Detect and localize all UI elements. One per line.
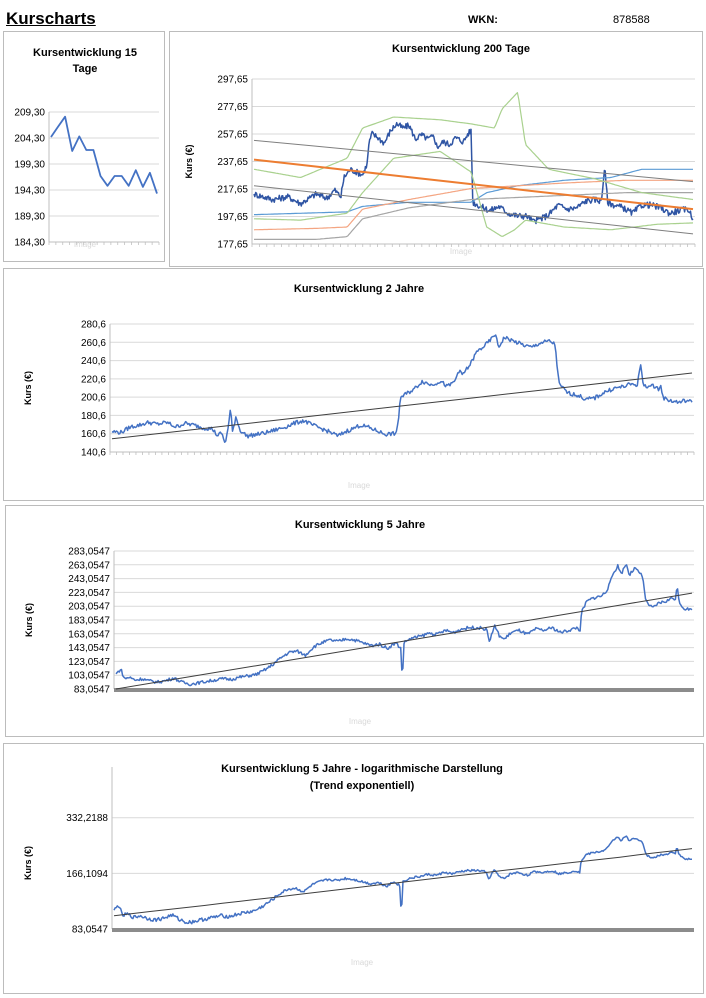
y-tick-label: 203,0547 xyxy=(68,602,110,613)
y-tick-label: 183,0547 xyxy=(68,616,110,627)
y-tick-label: 180,6 xyxy=(81,411,106,422)
y-tick-label: 184,30 xyxy=(14,238,45,249)
watermark: Image xyxy=(349,717,372,726)
y-tick-label: 140,6 xyxy=(81,448,106,459)
chart-15-tage: Kursentwicklung 15 Tage 209,30 204,30 199,30… xyxy=(14,47,160,249)
watermark: Image xyxy=(74,240,97,249)
y-axis-label: Kurs (€) xyxy=(23,846,33,880)
y-tick-label: 163,0547 xyxy=(68,629,110,640)
y-tick-label: 209,30 xyxy=(14,108,45,119)
series-line-bollinger-oben xyxy=(253,92,694,201)
chart-panel-2-jahre: Kursentwicklung 2 Jahre 280,6 260,6 240,6 22… xyxy=(3,268,704,501)
chart-title-line-1: Kursentwicklung 15 xyxy=(33,47,137,59)
y-tick-label: 260,6 xyxy=(81,338,106,349)
y-tick-label: 277,65 xyxy=(217,102,248,113)
y-tick-label: 240,6 xyxy=(81,356,106,367)
series-line-kurs xyxy=(111,334,693,443)
y-axis-label: Kurs (€) xyxy=(23,371,33,405)
y-tick-label: 199,30 xyxy=(14,160,45,171)
chart-title-line-2: (Trend exponentiell) xyxy=(310,780,415,792)
series-line-trend xyxy=(115,592,693,690)
series-line-trend-oben xyxy=(253,139,694,183)
chart-5-jahre: Kursentwicklung 5 Jahre 283,0547 263,0547 2… xyxy=(24,519,694,726)
y-tick-label: 297,65 xyxy=(217,75,248,86)
y-tick-label: 200,6 xyxy=(81,393,106,404)
watermark: Image xyxy=(450,247,473,256)
series-line-kurs xyxy=(115,563,693,687)
y-tick-label: 220,6 xyxy=(81,374,106,385)
series-line-trend-exponentiell xyxy=(113,848,693,917)
x-axis-bar xyxy=(114,688,694,692)
series-line-gd-100 xyxy=(253,179,693,231)
y-tick-label: 332,2188 xyxy=(66,813,108,824)
y-tick-label: 257,65 xyxy=(217,130,248,141)
chart-title-line-1: Kursentwicklung 2 Jahre xyxy=(294,283,424,295)
series-line-trend xyxy=(253,158,694,211)
y-tick-label: 263,0547 xyxy=(68,560,110,571)
page-title: Kurscharts xyxy=(6,9,96,28)
y-tick-label: 123,0547 xyxy=(68,657,110,668)
y-tick-label: 166,1094 xyxy=(66,869,108,880)
series-line-kurs xyxy=(253,121,694,225)
chart-title-line-1: Kursentwicklung 5 Jahre - logarithmische… xyxy=(221,763,503,775)
y-tick-label: 194,30 xyxy=(14,186,45,197)
y-tick-label: 83,0547 xyxy=(74,685,111,696)
series-line-bollinger-unten xyxy=(254,150,694,237)
y-tick-label: 189,30 xyxy=(14,212,45,223)
wkn-label: WKN: xyxy=(468,14,498,26)
y-tick-label: 243,0547 xyxy=(68,574,110,585)
y-tick-label: 283,0547 xyxy=(68,547,110,558)
series-line-kurs xyxy=(113,835,692,925)
series-line-gd-38 xyxy=(254,168,693,216)
chart-panel-5-jahre: Kursentwicklung 5 Jahre 283,0547 263,0547 2… xyxy=(5,505,704,737)
watermark: Image xyxy=(351,958,374,967)
y-tick-label: 204,30 xyxy=(14,134,45,145)
chart-200-tage: Kursentwicklung 200 Tage 297,65 277,65 257,… xyxy=(184,43,696,256)
series-line-trend xyxy=(111,372,693,440)
chart-panel-5-jahre-log: Kursentwicklung 5 Jahre - logarithmische… xyxy=(3,743,704,994)
y-tick-label: 223,0547 xyxy=(68,588,110,599)
y-axis-label: Kurs (€) xyxy=(184,144,194,178)
y-tick-label: 160,6 xyxy=(81,429,106,440)
chart-title-line-2: Tage xyxy=(73,63,98,75)
y-tick-label: 177,65 xyxy=(217,240,248,251)
y-axis-label: Kurs (€) xyxy=(24,603,34,637)
y-tick-label: 83,0547 xyxy=(72,925,109,936)
y-tick-label: 143,0547 xyxy=(68,643,110,654)
y-tick-label: 280,6 xyxy=(81,320,106,331)
series-line-gd-200 xyxy=(254,192,693,240)
chart-5-jahre-log: Kursentwicklung 5 Jahre - logarithmische… xyxy=(23,763,694,967)
chart-panel-15-tage: Kursentwicklung 15 Tage 209,30 204,30 199,30… xyxy=(3,31,165,262)
series-line-kurs xyxy=(50,115,158,194)
chart-panel-200-tage: Kursentwicklung 200 Tage 297,65 277,65 257,… xyxy=(169,31,703,267)
watermark: Image xyxy=(348,481,371,490)
series-line-trend-unten xyxy=(253,185,694,235)
wkn-value: 878588 xyxy=(613,14,650,26)
y-tick-label: 197,65 xyxy=(217,212,248,223)
chart-title-line-1: Kursentwicklung 200 Tage xyxy=(392,43,530,55)
chart-2-jahre: Kursentwicklung 2 Jahre 280,6 260,6 240,6 22… xyxy=(23,283,695,490)
y-tick-label: 217,65 xyxy=(217,185,248,196)
x-axis-bar xyxy=(112,928,694,932)
y-tick-label: 237,65 xyxy=(217,157,248,168)
chart-title-line-1: Kursentwicklung 5 Jahre xyxy=(295,519,425,531)
y-tick-label: 103,0547 xyxy=(68,671,110,682)
